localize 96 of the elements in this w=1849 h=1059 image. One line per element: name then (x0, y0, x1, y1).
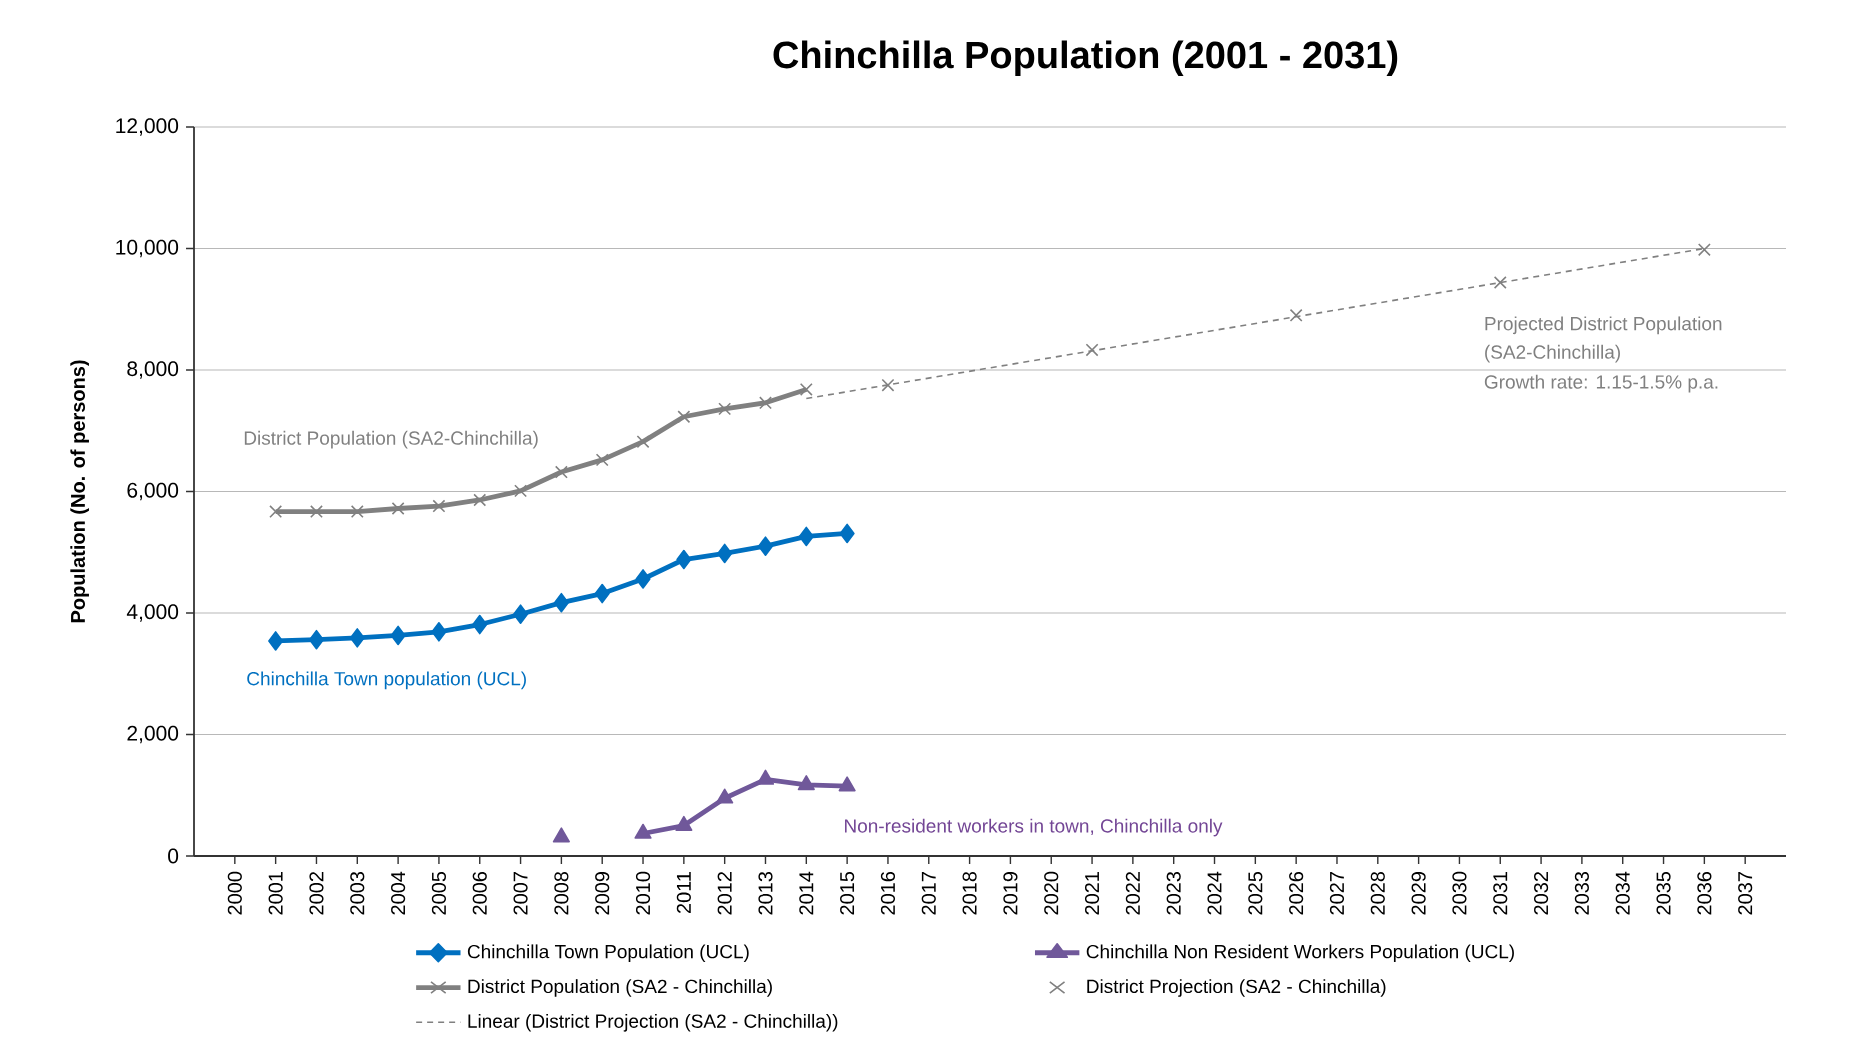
x-tick-label: 2008 (554, 871, 569, 915)
point (431, 622, 447, 642)
x-tick-label: 2006 (472, 871, 487, 915)
point (594, 583, 610, 604)
legend-label: District Projection (SA2 - Chinchilla) (1087, 979, 1386, 997)
y-tick-label: 0 (168, 848, 179, 864)
point (472, 614, 488, 635)
point (553, 592, 569, 613)
x-tick-label: 2018 (962, 871, 977, 915)
legend-label: Chinchilla Non Resident Workers Population (UCL) (1086, 944, 1514, 963)
y-tick-label: 2,000 (127, 725, 179, 744)
x-tick-label: 2014 (799, 871, 814, 915)
point (838, 776, 856, 792)
x-tick-label: 2023 (1166, 871, 1181, 915)
x-tick-label: 2009 (595, 871, 610, 915)
point (717, 543, 733, 564)
x-tick-label: 2029 (1411, 871, 1426, 915)
x-tick-label: 2017 (921, 872, 936, 915)
point (676, 549, 692, 570)
x-tick-label: 2020 (1044, 871, 1059, 915)
annotation: (SA2-Chinchilla) (1485, 344, 1620, 363)
x-tick-label: 2012 (717, 872, 732, 915)
x-tick-label: 2021 (1084, 872, 1100, 915)
point (310, 505, 323, 518)
point (1493, 276, 1507, 289)
x-tick-label: 2013 (758, 871, 773, 915)
y-axis-title: Population (No. of persons) (70, 360, 89, 623)
point (798, 526, 814, 547)
point (1697, 243, 1711, 257)
point (881, 378, 895, 392)
point (514, 484, 528, 498)
point (473, 493, 487, 507)
x-tick-label: 2011 (676, 872, 691, 914)
point (1289, 308, 1303, 322)
point (595, 453, 609, 467)
x-tick-label: 2036 (1697, 871, 1712, 915)
x-tick-label: 2000 (227, 871, 242, 915)
point (799, 382, 813, 396)
x-tick-label: 2035 (1656, 871, 1671, 915)
point (268, 631, 284, 651)
point (759, 396, 772, 410)
y-tick-label: 10,000 (116, 239, 179, 258)
x-tick-label: 2015 (840, 871, 855, 915)
x-tick-label: 2002 (309, 872, 324, 915)
y-tick-label: 12,000 (116, 118, 179, 136)
point (634, 823, 652, 839)
point (552, 827, 570, 843)
y-tick-label: 8,000 (127, 361, 179, 379)
point (269, 505, 283, 518)
x-tick-label: 2003 (350, 871, 365, 915)
point (1085, 343, 1099, 357)
point (718, 402, 732, 416)
chart-title: Chinchilla Population (2001 - 2031) (773, 40, 1398, 76)
annotation: Growth rate: 1.15-1.5% p.a. (1484, 374, 1718, 393)
x-tick-label: 2005 (431, 871, 446, 915)
y-tick-label: 4,000 (126, 604, 179, 622)
x-tick-label: 2037 (1738, 872, 1753, 915)
x-tick-label: 2031 (1493, 872, 1508, 915)
x-tick-label: 2033 (1574, 871, 1589, 915)
point (797, 775, 815, 791)
point (432, 499, 446, 513)
x-tick-label: 2001 (268, 872, 283, 915)
point (349, 628, 365, 648)
x-tick-label: 2004 (391, 871, 406, 915)
legend-label: District Population (SA2 - Chinchilla) (468, 979, 772, 997)
annotation: District Population (SA2-Chinchilla) (244, 430, 538, 449)
annotation: Chinchilla Town population (UCL) (247, 671, 526, 690)
point (554, 465, 568, 479)
point (513, 604, 529, 624)
legend-label: Linear (District Projection (SA2 - Chinchilla)) (468, 1013, 838, 1032)
point (839, 523, 855, 544)
y-tick-label: 6,000 (127, 482, 179, 501)
point (635, 569, 651, 589)
x-tick-label: 2032 (1534, 872, 1549, 915)
x-tick-label: 2010 (635, 871, 651, 915)
x-tick-label: 2028 (1370, 871, 1385, 915)
point (350, 505, 364, 518)
point (391, 502, 405, 515)
point (675, 815, 693, 831)
annotation: Non-resident workers in town, Chinchilla only (845, 818, 1223, 837)
x-tick-label: 2019 (1003, 871, 1018, 915)
legend-label: Chinchilla Town Population (UCL) (467, 944, 749, 963)
point (390, 625, 406, 646)
x-tick-label: 2022 (1125, 872, 1140, 915)
x-tick-label: 2030 (1452, 871, 1467, 915)
point (308, 629, 325, 650)
x-tick-label: 2027 (1329, 872, 1345, 915)
point (757, 536, 774, 556)
annotation: Projected District Population (1485, 316, 1722, 335)
x-tick-label: 2025 (1248, 871, 1263, 915)
x-tick-label: 2026 (1289, 871, 1304, 915)
x-tick-label: 2007 (513, 872, 528, 915)
point (716, 788, 734, 804)
x-tick-label: 2034 (1615, 871, 1630, 915)
x-tick-label: 2016 (880, 871, 896, 915)
x-tick-label: 2024 (1207, 871, 1222, 915)
